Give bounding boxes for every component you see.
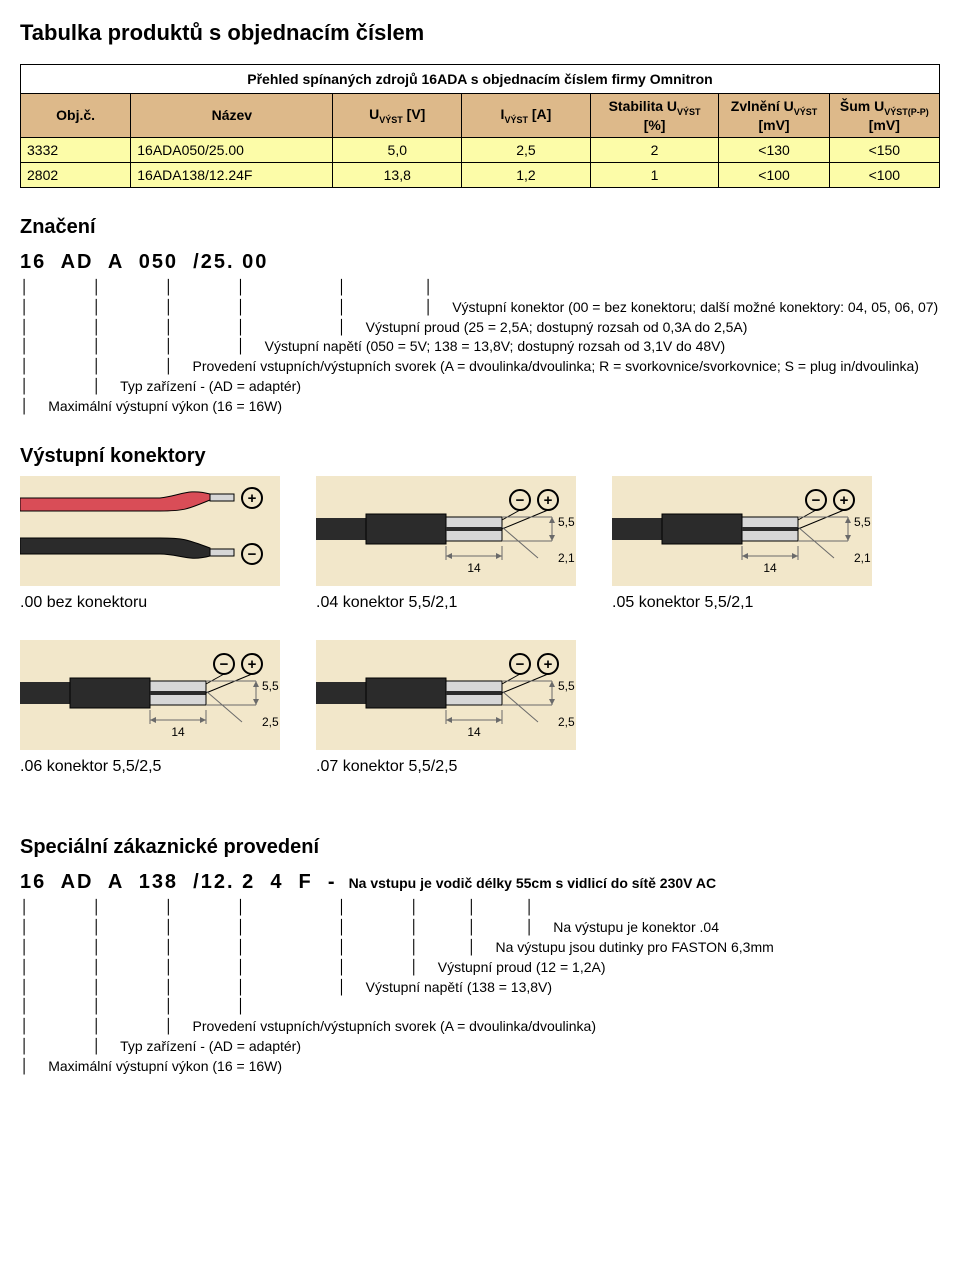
table-cell: 2802	[21, 162, 131, 187]
connectors-grid: +−.00 bez konektoru−+145,52,1.04 konekto…	[20, 476, 940, 776]
svg-text:−: −	[516, 492, 525, 509]
section-connectors: Výstupní konektory	[20, 445, 940, 468]
connector-diagram: − +14 5,5 2,1	[316, 476, 576, 586]
connector-item: +−.00 bez konektoru	[20, 476, 280, 612]
connector-item: − +14 5,5 2,1 .04 konektor 5,5/2,1	[316, 476, 576, 612]
svg-text:5,5: 5,5	[558, 515, 575, 529]
svg-text:2,1: 2,1	[558, 551, 575, 565]
svg-text:2,5: 2,5	[262, 715, 279, 729]
designation-code: 16 AD A 050 /25. 00	[20, 249, 940, 276]
connector-diagram: − +14 5,5 2,5	[20, 640, 280, 750]
table-cell: <130	[719, 137, 829, 162]
svg-text:+: +	[544, 656, 553, 673]
connector-caption: .05 konektor 5,5/2,1	[612, 594, 872, 612]
svg-text:−: −	[220, 656, 229, 673]
connector-item: − +14 5,5 2,5 .07 konektor 5,5/2,5	[316, 640, 576, 776]
designation-row: │ │ │ │ │ │ │ │ Na výstupu je konektor .…	[20, 918, 940, 938]
connector-item: − +14 5,5 2,5 .06 konektor 5,5/2,5	[20, 640, 280, 776]
table-row: 333216ADA050/25.005,02,52<130<150	[21, 137, 940, 162]
table-header-cell: Zvlnění UVÝST [mV]	[719, 94, 829, 138]
designation-row: │ │ │ │ Výstupní napětí (050 = 5V; 138 =…	[20, 337, 940, 357]
table-row: 280216ADA138/12.24F13,81,21<100<100	[21, 162, 940, 187]
table-header-cell: Název	[131, 94, 333, 138]
section-designation: Značení	[20, 216, 940, 239]
designation-row: │ │ │ │ │ │ Výstupní proud (12 = 1,2A)	[20, 958, 940, 978]
designation-row: │ │ │ Provedení vstupních/výstupních svo…	[20, 1017, 940, 1037]
table-cell: <150	[829, 137, 939, 162]
page-title: Tabulka produktů s objednacím číslem	[20, 20, 940, 46]
designation-row: │ │ │ │ │ │ │ │	[20, 898, 940, 918]
svg-text:−: −	[812, 492, 821, 509]
svg-text:14: 14	[467, 561, 481, 575]
table-cell: 2,5	[462, 137, 591, 162]
section-special: Speciální zákaznické provedení	[20, 836, 940, 859]
table-cell: <100	[829, 162, 939, 187]
table-cell: 1	[590, 162, 719, 187]
designation-row: │ │ │ Provedení vstupních/výstupních svo…	[20, 357, 940, 377]
connector-diagram: +−	[20, 476, 280, 586]
table-header-cell: UVÝST [V]	[333, 94, 462, 138]
table-cell: 1,2	[462, 162, 591, 187]
svg-text:+: +	[840, 492, 849, 509]
svg-text:2,1: 2,1	[854, 551, 871, 565]
designation-row: │ │ │ │	[20, 997, 940, 1017]
table-header-cell: Šum UVÝST(P-P) [mV]	[829, 94, 939, 138]
connector-diagram: − +14 5,5 2,5	[316, 640, 576, 750]
connector-caption: .07 konektor 5,5/2,5	[316, 758, 576, 776]
designation-row: │ │ │ │ │ Výstupní napětí (138 = 13,8V)	[20, 978, 940, 998]
connector-caption: .04 konektor 5,5/2,1	[316, 594, 576, 612]
connector-item: − +14 5,5 2,1 .05 konektor 5,5/2,1	[612, 476, 872, 612]
svg-text:−: −	[248, 546, 257, 563]
designation-row: │ │ │ │ │ │ │ Na výstupu jsou dutinky pr…	[20, 938, 940, 958]
designation-row: │ Maximální výstupní výkon (16 = 16W)	[20, 1057, 940, 1077]
table-header-cell: IVÝST [A]	[462, 94, 591, 138]
designation-row: │ Maximální výstupní výkon (16 = 16W)	[20, 397, 940, 417]
svg-text:14: 14	[467, 725, 481, 739]
table-cell: <100	[719, 162, 829, 187]
svg-text:+: +	[248, 490, 257, 507]
designation-row: │ │ │ │ │ │	[20, 278, 940, 298]
svg-text:14: 14	[763, 561, 777, 575]
svg-text:5,5: 5,5	[558, 679, 575, 693]
table-caption: Přehled spínaných zdrojů 16ADA s objedna…	[20, 64, 940, 93]
table-header-cell: Obj.č.	[21, 94, 131, 138]
svg-text:5,5: 5,5	[262, 679, 279, 693]
designation-row: │ │ Typ zařízení - (AD = adaptér)	[20, 1037, 940, 1057]
table-cell: 3332	[21, 137, 131, 162]
svg-text:+: +	[544, 492, 553, 509]
designation-row: │ │ Typ zařízení - (AD = adaptér)	[20, 377, 940, 397]
svg-text:14: 14	[171, 725, 185, 739]
table-cell: 13,8	[333, 162, 462, 187]
table-cell: 16ADA138/12.24F	[131, 162, 333, 187]
table-cell: 2	[590, 137, 719, 162]
svg-text:2,5: 2,5	[558, 715, 575, 729]
special-code: 16 AD A 138 /12. 2 4 F -	[20, 869, 337, 896]
products-table: Přehled spínaných zdrojů 16ADA s objedna…	[20, 64, 940, 188]
svg-text:5,5: 5,5	[854, 515, 871, 529]
connector-caption: .00 bez konektoru	[20, 594, 280, 612]
table-cell: 16ADA050/25.00	[131, 137, 333, 162]
connector-caption: .06 konektor 5,5/2,5	[20, 758, 280, 776]
special-designation-block: 16 AD A 138 /12. 2 4 F - Na vstupu je vo…	[20, 869, 940, 1077]
table-header-cell: Stabilita UVÝST [%]	[590, 94, 719, 138]
special-right-text: Na vstupu je vodič délky 55cm s vidlicí …	[349, 874, 717, 893]
table-cell: 5,0	[333, 137, 462, 162]
designation-row: │ │ │ │ │ │ Výstupní konektor (00 = bez …	[20, 298, 940, 318]
svg-text:+: +	[248, 656, 257, 673]
connector-diagram: − +14 5,5 2,1	[612, 476, 872, 586]
svg-text:−: −	[516, 656, 525, 673]
designation-block: 16 AD A 050 /25. 00 │ │ │ │ │ ││ │ │ │ │…	[20, 249, 940, 417]
designation-row: │ │ │ │ │ Výstupní proud (25 = 2,5A; dos…	[20, 318, 940, 338]
